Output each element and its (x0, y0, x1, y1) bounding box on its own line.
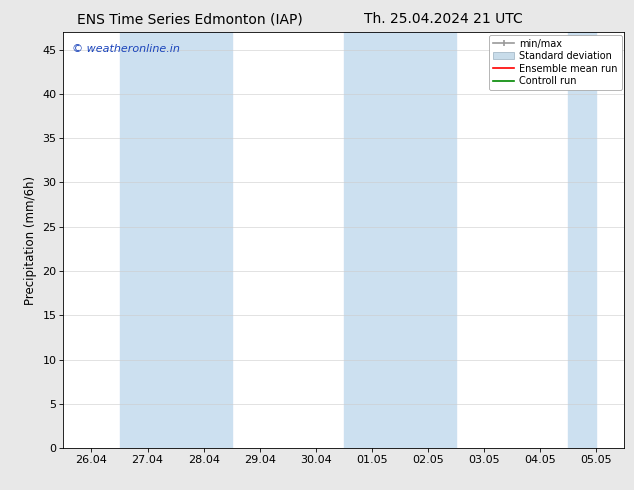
Text: ENS Time Series Edmonton (IAP): ENS Time Series Edmonton (IAP) (77, 12, 303, 26)
Y-axis label: Precipitation (mm/6h): Precipitation (mm/6h) (24, 175, 37, 305)
Bar (120, 32, 232, 448)
Text: Th. 25.04.2024 21 UTC: Th. 25.04.2024 21 UTC (365, 12, 523, 26)
Text: © weatheronline.in: © weatheronline.in (72, 44, 179, 54)
Bar (344, 32, 456, 448)
Bar (569, 32, 597, 448)
Legend: min/max, Standard deviation, Ensemble mean run, Controll run: min/max, Standard deviation, Ensemble me… (489, 35, 621, 90)
